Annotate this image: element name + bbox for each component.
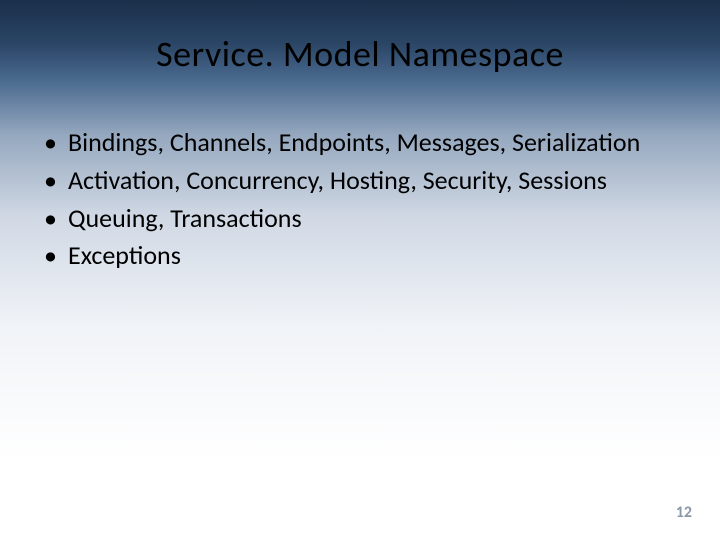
bullet-item: Queuing, Transactions — [40, 202, 680, 236]
page-number: 12 — [676, 503, 692, 522]
slide-title: Service. Model Namespace — [0, 0, 720, 76]
slide-container: Service. Model Namespace Bindings, Chann… — [0, 0, 720, 540]
slide-content: Bindings, Channels, Endpoints, Messages,… — [0, 76, 720, 273]
bullet-item: Bindings, Channels, Endpoints, Messages,… — [40, 126, 680, 160]
bullet-item: Exceptions — [40, 239, 680, 273]
bullet-item: Activation, Concurrency, Hosting, Securi… — [40, 164, 680, 198]
bullet-list: Bindings, Channels, Endpoints, Messages,… — [40, 126, 680, 273]
